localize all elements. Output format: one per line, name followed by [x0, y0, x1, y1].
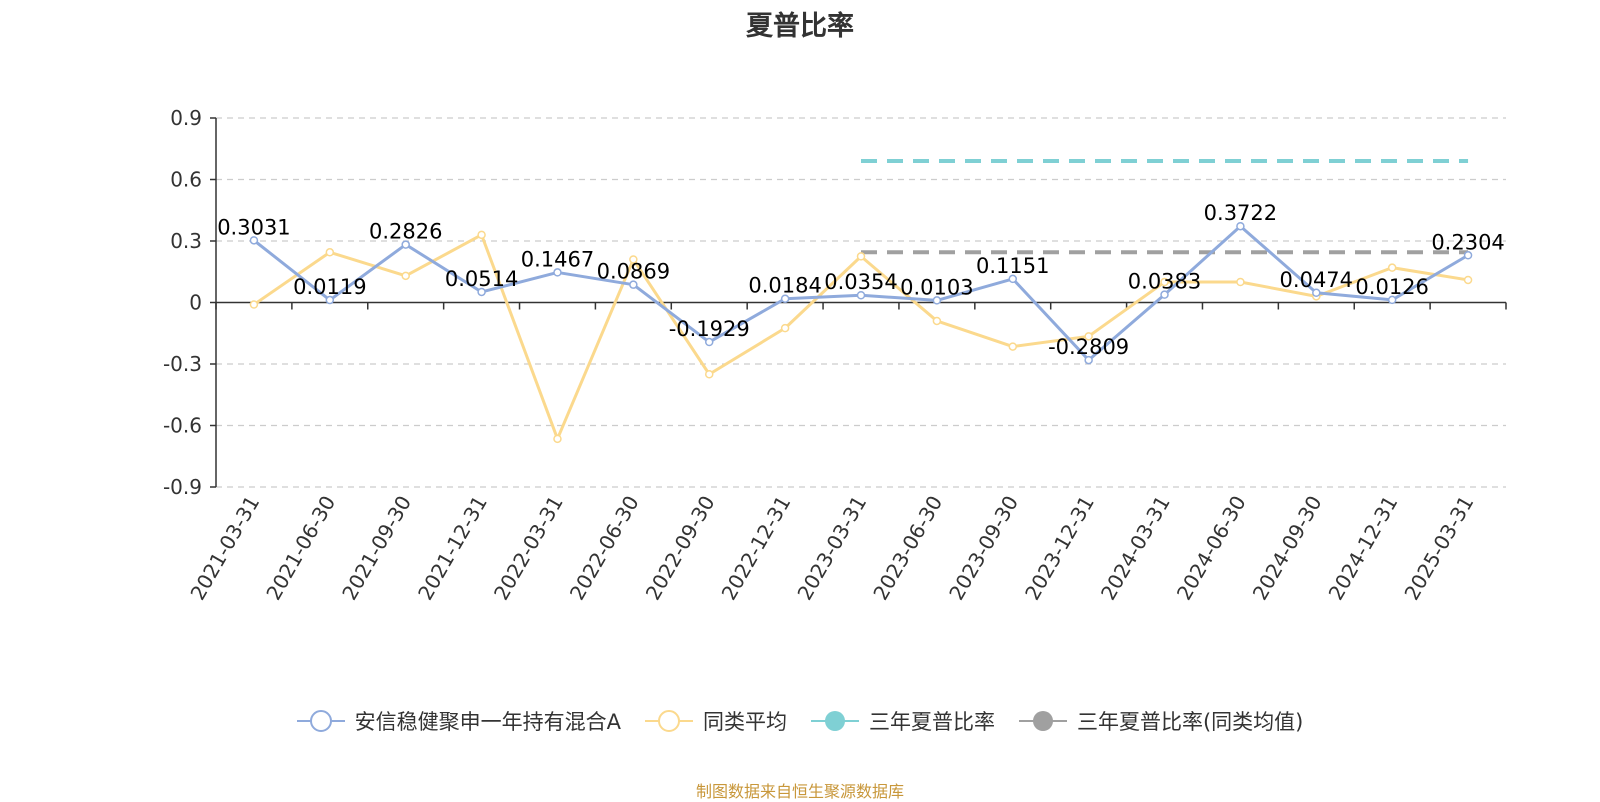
peer-series-point: [249, 300, 259, 309]
legend-item-three-year-peer[interactable]: 三年夏普比率(同类均值): [1018, 706, 1304, 736]
peer-series-point: [477, 230, 486, 240]
fund-series-point: [1387, 295, 1397, 305]
reference-lines: [861, 159, 1469, 255]
fund-data-label: 0.0514: [445, 267, 518, 291]
axes: 0.9 0.6 0.3 0 -0.3 -0.6 -0.92021-03-312021-06-…: [163, 106, 1507, 605]
legend-marker-three-year: [810, 711, 859, 731]
fund-series-point: [1312, 288, 1321, 298]
x-tick-label: 2022-03-31: [489, 492, 568, 605]
fund-series-point: [1463, 251, 1473, 260]
legend-label-fund: 安信稳健聚申一年持有混合A: [354, 710, 621, 734]
peer-series-point: [1008, 342, 1018, 351]
legend-item-fund[interactable]: 安信稳健聚申一年持有混合A: [296, 706, 621, 736]
fund-series-point: [1236, 221, 1245, 231]
fund-data-label: 0.0474: [1280, 268, 1353, 292]
legend-label-three-year: 三年夏普比率: [868, 710, 995, 734]
x-tick-label: 2022-12-31: [717, 492, 796, 605]
legend-marker-three-year-peer: [1018, 711, 1067, 731]
y-tick-label: -0.6: [163, 414, 202, 438]
y-tick-label: 0.3: [170, 229, 202, 253]
fund-series-point: [401, 240, 410, 249]
legend-label-peer: 同类平均: [702, 710, 787, 734]
fund-data-label: 0.0126: [1355, 275, 1428, 299]
y-tick-label: 0.6: [170, 168, 202, 192]
fund-data-label: 0.0383: [1128, 270, 1201, 294]
fund-data-label: 0.2304: [1431, 230, 1504, 254]
fund-series-point: [704, 337, 714, 347]
x-tick-label: 2021-06-30: [261, 492, 340, 605]
x-tick-label: 2023-09-30: [944, 491, 1023, 604]
peer-series-point: [1387, 263, 1397, 272]
x-tick-label: 2025-03-31: [1399, 492, 1478, 605]
fund-data-label: -0.2809: [1048, 335, 1129, 359]
y-tick-label: -0.3: [163, 352, 202, 376]
legend-marker-peer: [644, 710, 693, 732]
peer-series-point: [629, 255, 638, 264]
peer-series-point: [1160, 277, 1169, 287]
fund-data-label: 0.0869: [597, 260, 670, 284]
peer-series-point: [856, 252, 866, 261]
y-tick-label: -0.9: [163, 475, 202, 499]
x-tick-label: 2022-06-30: [565, 492, 644, 605]
legend: 安信稳健聚申一年持有混合A 同类平均 三年夏普比率 三年夏普比率(同类均值): [0, 706, 1600, 736]
chart-title: 夏普比率: [746, 11, 854, 42]
fund-data-label: 0.3031: [217, 215, 290, 239]
fund-series-point: [1084, 355, 1093, 365]
fund-data-label: 0.1151: [976, 254, 1049, 278]
x-tick-label: 2023-03-31: [792, 492, 871, 605]
fund-data-label: 0.0119: [293, 275, 366, 299]
series-lines: [249, 221, 1473, 444]
fund-series-point: [629, 280, 638, 289]
x-tick-label: 2023-12-31: [1020, 492, 1099, 605]
fund-data-label: 0.0184: [748, 274, 821, 298]
fund-series-point: [932, 296, 942, 305]
fund-series-point: [856, 290, 866, 300]
peer-series-point: [704, 370, 714, 379]
fund-data-label: 0.3722: [1204, 201, 1277, 225]
x-tick-label: 2024-12-31: [1324, 492, 1403, 605]
fund-series-point: [1160, 290, 1169, 299]
y-tick-label: 0.9: [170, 106, 202, 130]
x-tick-label: 2022-09-30: [641, 492, 720, 605]
fund-series-point: [249, 236, 259, 245]
x-tick-label: 2021-09-30: [337, 492, 416, 605]
sharpe-ratio-chart: 0.9 0.6 0.3 0 -0.3 -0.6 -0.92021-03-312021-06-…: [163, 106, 1507, 605]
peer-series-point: [932, 316, 942, 326]
fund-series-point: [780, 294, 790, 303]
fund-series-point: [477, 287, 486, 297]
source-note: 制图数据来自恒生聚源数据库: [695, 782, 904, 801]
fund-series-point: [325, 295, 335, 305]
peer-series-point: [401, 271, 410, 281]
y-tick-label: 0: [189, 291, 202, 315]
fund-data-label: 0.1467: [521, 247, 594, 271]
peer-series-point: [325, 248, 335, 257]
legend-item-three-year[interactable]: 三年夏普比率: [810, 706, 995, 736]
fund-series-point: [553, 268, 562, 277]
peer-series-point: [553, 434, 562, 444]
legend-item-peer[interactable]: 同类平均: [644, 706, 787, 736]
peer-series-point: [1463, 275, 1473, 285]
peer-series-point: [1236, 277, 1245, 287]
x-tick-label: 2021-03-31: [185, 492, 264, 605]
x-tick-label: 2021-12-31: [413, 492, 492, 605]
fund-data-label: 0.2826: [369, 220, 442, 244]
legend-marker-fund: [296, 710, 345, 732]
fund-data-label: 0.0354: [824, 270, 897, 294]
fund-series-point: [1008, 274, 1018, 284]
peer-series-point: [780, 323, 790, 333]
grid-lines: [216, 117, 1506, 488]
legend-label-three-year-peer: 三年夏普比率(同类均值): [1076, 710, 1304, 734]
x-tick-label: 2024-06-30: [1172, 492, 1251, 605]
fund-data-label: -0.1929: [669, 317, 750, 341]
peer-series-point: [1084, 332, 1093, 341]
x-tick-label: 2024-03-31: [1096, 492, 1175, 605]
x-tick-label: 2023-06-30: [868, 492, 947, 605]
x-tick-label: 2024-09-30: [1248, 492, 1327, 605]
fund-data-label: 0.0103: [900, 275, 973, 299]
